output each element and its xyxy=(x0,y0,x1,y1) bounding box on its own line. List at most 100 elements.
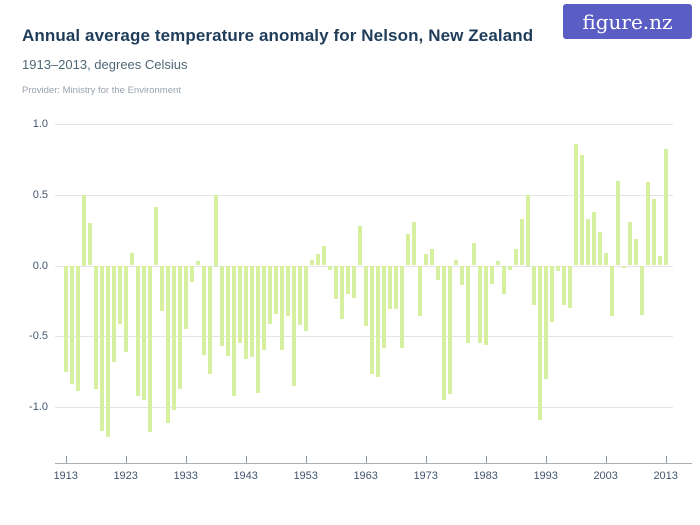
bar-1917[interactable] xyxy=(87,223,92,266)
bar-1963[interactable] xyxy=(363,265,368,327)
bar-1964[interactable] xyxy=(369,265,374,375)
bar-1972[interactable] xyxy=(417,265,422,317)
bar-1939[interactable] xyxy=(219,265,224,347)
bar-1992[interactable] xyxy=(537,265,542,420)
bar-2007[interactable] xyxy=(627,221,632,266)
bar-1955[interactable] xyxy=(315,254,320,266)
bar-1979[interactable] xyxy=(459,265,464,286)
bar-1949[interactable] xyxy=(279,265,284,351)
bar-1969[interactable] xyxy=(399,265,404,348)
bar-1961[interactable] xyxy=(351,265,356,299)
bar-1940[interactable] xyxy=(225,265,230,357)
bar-1975[interactable] xyxy=(435,265,440,280)
bar-1989[interactable] xyxy=(519,218,524,266)
bar-2010[interactable] xyxy=(645,182,650,266)
bar-1977[interactable] xyxy=(447,265,452,395)
bar-1929[interactable] xyxy=(159,265,164,311)
bar-1945[interactable] xyxy=(255,265,260,393)
bar-1925[interactable] xyxy=(135,265,140,396)
bar-1924[interactable] xyxy=(129,252,134,266)
bar-1944[interactable] xyxy=(249,265,254,358)
bar-1948[interactable] xyxy=(273,265,278,314)
bar-1998[interactable] xyxy=(573,143,578,266)
bar-1965[interactable] xyxy=(375,265,380,378)
bar-1920[interactable] xyxy=(105,265,110,437)
bar-1919[interactable] xyxy=(99,265,104,432)
bar-1933[interactable] xyxy=(183,265,188,330)
bar-1995[interactable] xyxy=(555,265,560,272)
bar-1915[interactable] xyxy=(75,265,80,392)
bar-1927[interactable] xyxy=(147,265,152,433)
bar-1942[interactable] xyxy=(237,265,242,344)
figure-nz-logo[interactable]: figure.nz xyxy=(563,4,692,39)
bar-1952[interactable] xyxy=(297,265,302,325)
bar-1946[interactable] xyxy=(261,265,266,351)
bar-1991[interactable] xyxy=(531,265,536,306)
bar-2009[interactable] xyxy=(639,265,644,316)
bar-1999[interactable] xyxy=(579,155,584,266)
bar-1932[interactable] xyxy=(177,265,182,389)
bar-1962[interactable] xyxy=(357,225,362,266)
bar-2011[interactable] xyxy=(651,198,656,266)
bar-1983[interactable] xyxy=(483,265,488,345)
bar-2008[interactable] xyxy=(633,238,638,266)
bar-1973[interactable] xyxy=(423,254,428,266)
bar-1990[interactable] xyxy=(525,194,530,266)
bar-1916[interactable] xyxy=(81,194,86,266)
bar-1937[interactable] xyxy=(207,265,212,375)
bar-1918[interactable] xyxy=(93,265,98,389)
bar-1934[interactable] xyxy=(189,265,194,283)
bar-1941[interactable] xyxy=(231,265,236,396)
bar-1959[interactable] xyxy=(339,265,344,320)
bar-1997[interactable] xyxy=(567,265,572,308)
bar-2004[interactable] xyxy=(609,265,614,317)
bar-1980[interactable] xyxy=(465,265,470,344)
bar-2003[interactable] xyxy=(603,252,608,266)
bar-2005[interactable] xyxy=(615,180,620,266)
bar-1930[interactable] xyxy=(165,265,170,423)
bar-2013[interactable] xyxy=(663,149,668,266)
bar-2000[interactable] xyxy=(585,218,590,266)
bar-1971[interactable] xyxy=(411,221,416,266)
bar-1922[interactable] xyxy=(117,265,122,324)
bar-2002[interactable] xyxy=(597,231,602,266)
bar-1968[interactable] xyxy=(393,265,398,310)
bar-1953[interactable] xyxy=(303,265,308,331)
bar-1913[interactable] xyxy=(63,265,68,372)
bar-1938[interactable] xyxy=(213,194,218,266)
bar-1982[interactable] xyxy=(477,265,482,344)
bar-1981[interactable] xyxy=(471,242,476,266)
bar-1926[interactable] xyxy=(141,265,146,400)
bar-1921[interactable] xyxy=(111,265,116,362)
bar-1996[interactable] xyxy=(561,265,566,306)
bar-1994[interactable] xyxy=(549,265,554,323)
bar-1986[interactable] xyxy=(501,265,506,294)
bar-1960[interactable] xyxy=(345,265,350,294)
bar-1984[interactable] xyxy=(489,265,494,284)
bar-1954[interactable] xyxy=(309,259,314,266)
bar-1988[interactable] xyxy=(513,248,518,266)
bar-1928[interactable] xyxy=(153,207,158,266)
bar-2012[interactable] xyxy=(657,255,662,266)
bar-1978[interactable] xyxy=(453,259,458,266)
bar-1943[interactable] xyxy=(243,265,248,359)
bar-1985[interactable] xyxy=(495,261,500,266)
bar-1923[interactable] xyxy=(123,265,128,352)
bar-1993[interactable] xyxy=(543,265,548,379)
bar-1958[interactable] xyxy=(333,265,338,300)
bar-1951[interactable] xyxy=(291,265,296,386)
bar-1935[interactable] xyxy=(195,261,200,266)
bar-1950[interactable] xyxy=(285,265,290,317)
bar-1967[interactable] xyxy=(387,265,392,310)
bar-1957[interactable] xyxy=(327,265,332,270)
bar-1966[interactable] xyxy=(381,265,386,348)
bar-1970[interactable] xyxy=(405,234,410,266)
bar-1956[interactable] xyxy=(321,245,326,266)
bar-2001[interactable] xyxy=(591,211,596,266)
bar-1987[interactable] xyxy=(507,265,512,270)
bar-1976[interactable] xyxy=(441,265,446,400)
bar-1947[interactable] xyxy=(267,265,272,324)
bar-1974[interactable] xyxy=(429,248,434,266)
bar-1931[interactable] xyxy=(171,265,176,410)
bar-2006[interactable] xyxy=(621,265,626,269)
